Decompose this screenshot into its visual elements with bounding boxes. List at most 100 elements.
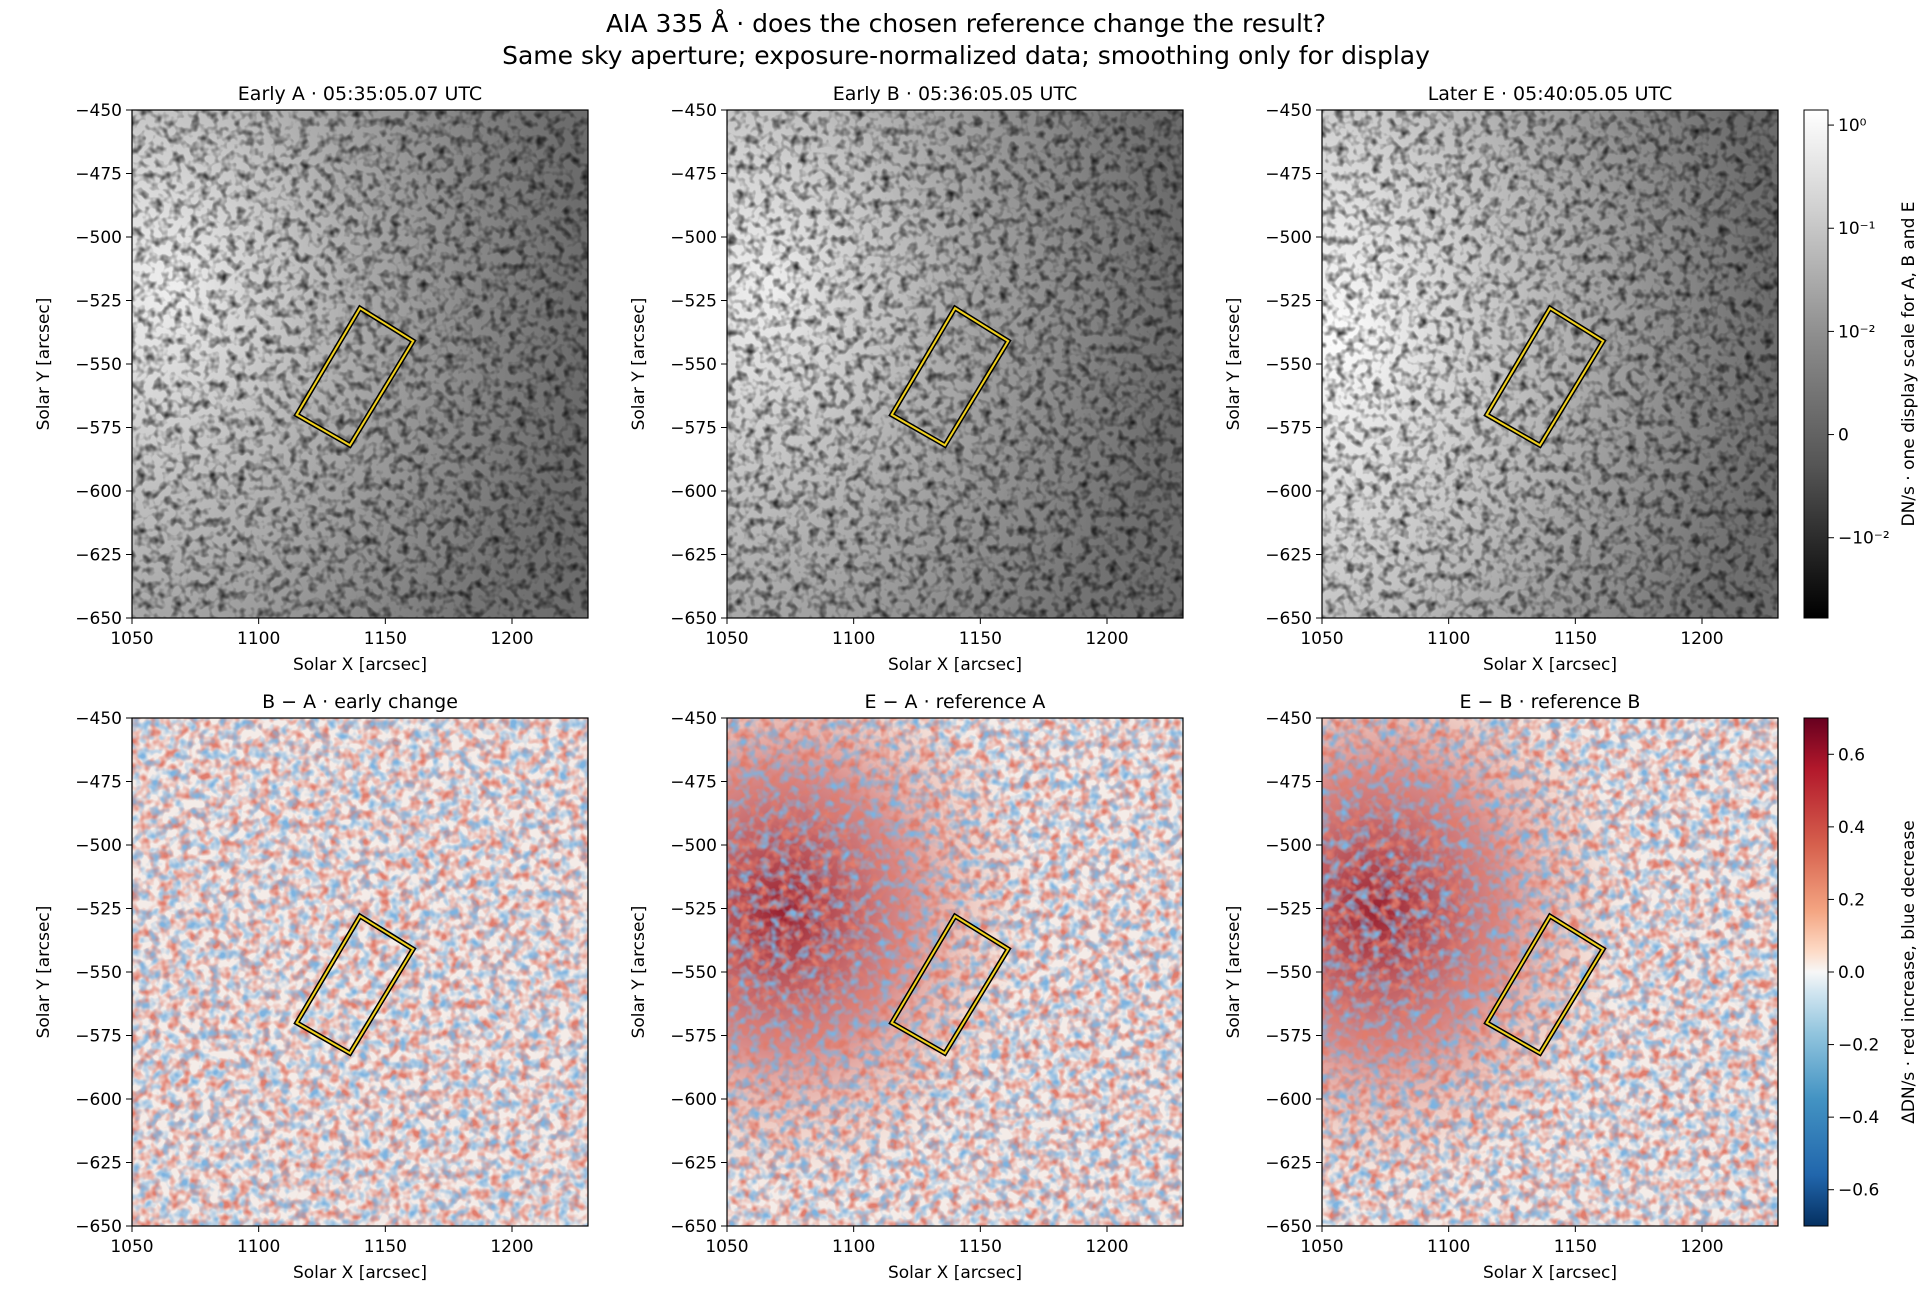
y-tick-label: −450: [75, 101, 122, 121]
colorbar-tick-label: 0.0: [1838, 963, 1865, 983]
y-tick-label: −525: [670, 900, 717, 920]
x-axis-label: Solar X [arcsec]: [1483, 1263, 1617, 1283]
y-tick-label: −650: [1265, 1217, 1312, 1237]
x-tick-label: 1150: [1554, 629, 1597, 649]
colorbar-tick-label: 0: [1838, 426, 1849, 446]
y-axis-label: Solar Y [arcsec]: [34, 298, 54, 431]
x-tick-label: 1100: [832, 629, 875, 649]
y-tick-label: −550: [75, 355, 122, 375]
colorbars: 10⁰ 10⁻¹ 10⁻² 0 −10⁻² DN/s · one display scal…: [1803, 109, 1919, 1227]
colorbar-gradient: [1804, 110, 1828, 618]
y-tick-label: −450: [1265, 709, 1312, 729]
colorbar-gradient: [1804, 718, 1828, 1226]
x-tick-label: 1100: [832, 1237, 875, 1257]
y-tick-label: −625: [1265, 1154, 1312, 1174]
y-tick-label: −450: [75, 709, 122, 729]
y-tick-label: −600: [75, 1090, 122, 1110]
panel-title: Later E · 05:40:05.05 UTC: [1428, 83, 1673, 105]
y-tick-label: −500: [75, 228, 122, 248]
y-tick-label: −600: [670, 482, 717, 502]
x-tick-label: 1200: [490, 1237, 533, 1257]
y-tick-label: −525: [670, 292, 717, 312]
colorbar-tick-label: 10⁻²: [1838, 322, 1875, 342]
colorbar-tick-label: 0.2: [1838, 890, 1865, 910]
map-texture: [1322, 110, 1778, 618]
colorbar-tick-label: −10⁻²: [1838, 529, 1890, 549]
x-tick-label: 1100: [237, 629, 280, 649]
colorbar-tick-label: 10⁰: [1838, 116, 1867, 136]
y-tick-label: −525: [1265, 292, 1312, 312]
y-tick-label: −600: [75, 482, 122, 502]
map-texture: [132, 110, 588, 618]
y-tick-label: −500: [670, 836, 717, 856]
x-tick-label: 1100: [1427, 629, 1470, 649]
y-tick-label: −550: [1265, 963, 1312, 983]
x-tick-label: 1200: [1085, 1237, 1128, 1257]
figure-title-line2: Same sky aperture; exposure-normalized d…: [502, 41, 1430, 70]
y-tick-label: −625: [670, 1154, 717, 1174]
colorbar-label: ΔDN/s · red increase, blue decrease: [1899, 820, 1919, 1124]
colorbar-tick-label: −0.6: [1838, 1181, 1879, 1201]
aperture-box: [295, 306, 415, 447]
y-tick-label: −475: [1265, 165, 1312, 185]
y-tick-label: −575: [1265, 419, 1312, 439]
y-tick-label: −550: [670, 963, 717, 983]
y-tick-label: −500: [75, 836, 122, 856]
y-tick-label: −450: [1265, 101, 1312, 121]
y-tick-label: −650: [75, 1217, 122, 1237]
figure-title-line1: AIA 335 Å · does the chosen reference ch…: [606, 9, 1326, 38]
x-tick-label: 1200: [1085, 629, 1128, 649]
y-axis-label: Solar Y [arcsec]: [629, 906, 649, 1039]
x-tick-label: 1150: [1554, 1237, 1597, 1257]
colorbar-bottom: 0.6 0.4 0.2 0.0 −0.2 −0.4 −0.6 ΔDN/s · red incr…: [1803, 717, 1919, 1227]
y-tick-label: −625: [670, 546, 717, 566]
aperture-box: [890, 306, 1010, 447]
y-tick-label: −475: [75, 165, 122, 185]
y-axis-label: Solar Y [arcsec]: [629, 298, 649, 431]
x-tick-label: 1150: [364, 629, 407, 649]
y-tick-label: −475: [75, 773, 122, 793]
x-tick-label: 1050: [1300, 629, 1343, 649]
aperture-box: [1485, 306, 1605, 447]
y-tick-label: −550: [1265, 355, 1312, 375]
y-axis-label: Solar Y [arcsec]: [34, 906, 54, 1039]
y-tick-label: −625: [75, 546, 122, 566]
x-tick-label: 1200: [1680, 629, 1723, 649]
y-tick-label: −500: [670, 228, 717, 248]
y-tick-label: −525: [1265, 900, 1312, 920]
y-tick-label: −650: [1265, 609, 1312, 629]
y-tick-label: −575: [670, 1027, 717, 1047]
x-tick-label: 1050: [705, 629, 748, 649]
y-tick-label: −550: [670, 355, 717, 375]
y-tick-label: −475: [670, 773, 717, 793]
aperture-box: [295, 914, 415, 1055]
colorbar-tick-label: 0.6: [1838, 745, 1865, 765]
x-tick-label: 1200: [490, 629, 533, 649]
y-tick-label: −500: [1265, 836, 1312, 856]
y-tick-label: −600: [1265, 482, 1312, 502]
panel-title: Early B · 05:36:05.05 UTC: [833, 83, 1077, 105]
x-axis-label: Solar X [arcsec]: [293, 1263, 427, 1283]
aperture-box: [1485, 914, 1605, 1055]
y-tick-label: −650: [670, 609, 717, 629]
y-tick-label: −575: [1265, 1027, 1312, 1047]
y-tick-label: −575: [75, 419, 122, 439]
panel-title: B − A · early change: [262, 691, 458, 713]
panel-2: 1050 1100 1150 1200 −450 −475 −500 −525 −550 −575…: [629, 83, 1184, 675]
y-tick-label: −625: [1265, 546, 1312, 566]
panel-title: Early A · 05:35:05.07 UTC: [238, 83, 482, 105]
x-tick-label: 1150: [959, 1237, 1002, 1257]
map-texture: [727, 110, 1183, 618]
colorbar-tick-label: 10⁻¹: [1838, 219, 1875, 239]
x-tick-label: 1200: [1680, 1237, 1723, 1257]
colorbar-top: 10⁰ 10⁻¹ 10⁻² 0 −10⁻² DN/s · one display scal…: [1803, 109, 1919, 619]
y-tick-label: −600: [670, 1090, 717, 1110]
x-axis-label: Solar X [arcsec]: [293, 655, 427, 675]
y-tick-label: −525: [75, 292, 122, 312]
x-tick-label: 1100: [237, 1237, 280, 1257]
map-texture-blue: [727, 718, 1183, 1226]
panel-3: 1050 1100 1150 1200 −450 −475 −500 −525 −550 −575…: [1224, 83, 1779, 675]
x-axis-label: Solar X [arcsec]: [888, 1263, 1022, 1283]
